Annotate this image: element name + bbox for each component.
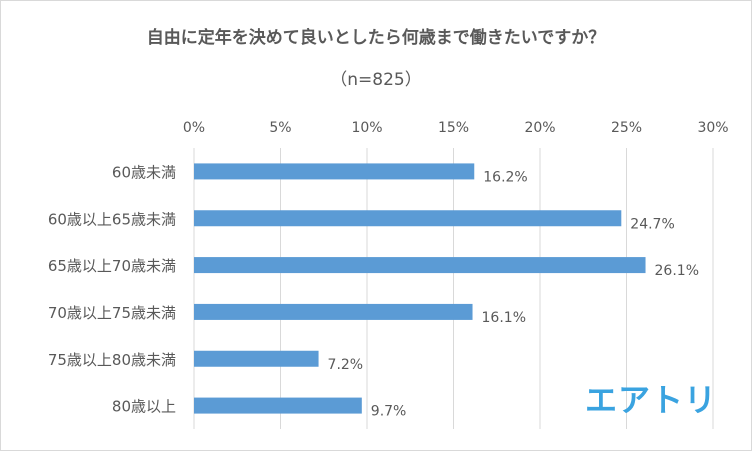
x-tick-label: 25% (611, 120, 642, 136)
x-tick-label: 0% (183, 120, 205, 136)
bar (194, 210, 622, 227)
brand-logo: エアトリ (585, 381, 718, 419)
bar (194, 303, 473, 320)
data-label: 16.2% (483, 169, 527, 185)
category-label: 70歳以上75歳未満 (48, 304, 176, 322)
category-label: 80歳以上 (112, 398, 176, 416)
bar (194, 257, 646, 274)
bar (194, 397, 362, 414)
data-label: 16.1% (482, 310, 526, 326)
x-tick-label: 15% (438, 120, 469, 136)
category-label: 75歳以上80歳未満 (48, 351, 176, 369)
data-label: 7.2% (328, 357, 364, 373)
data-label: 26.1% (655, 263, 699, 279)
bar (194, 163, 475, 180)
x-tick-label: 30% (697, 120, 728, 136)
x-tick-label: 10% (351, 120, 382, 136)
x-tick-label: 20% (524, 120, 555, 136)
category-label: 60歳以上65歳未満 (48, 210, 176, 228)
chart-title: 自由に定年を決めて良いとしたら何歳まで働きたいですか？ (146, 28, 606, 48)
data-label: 9.7% (371, 404, 407, 420)
bar (194, 350, 319, 367)
data-label: 24.7% (630, 216, 674, 232)
x-tick-label: 5% (269, 120, 291, 136)
chart-subtitle: （n=825） (330, 70, 422, 90)
category-label: 60歳未満 (112, 163, 176, 181)
category-label: 65歳以上70歳未満 (48, 257, 176, 275)
